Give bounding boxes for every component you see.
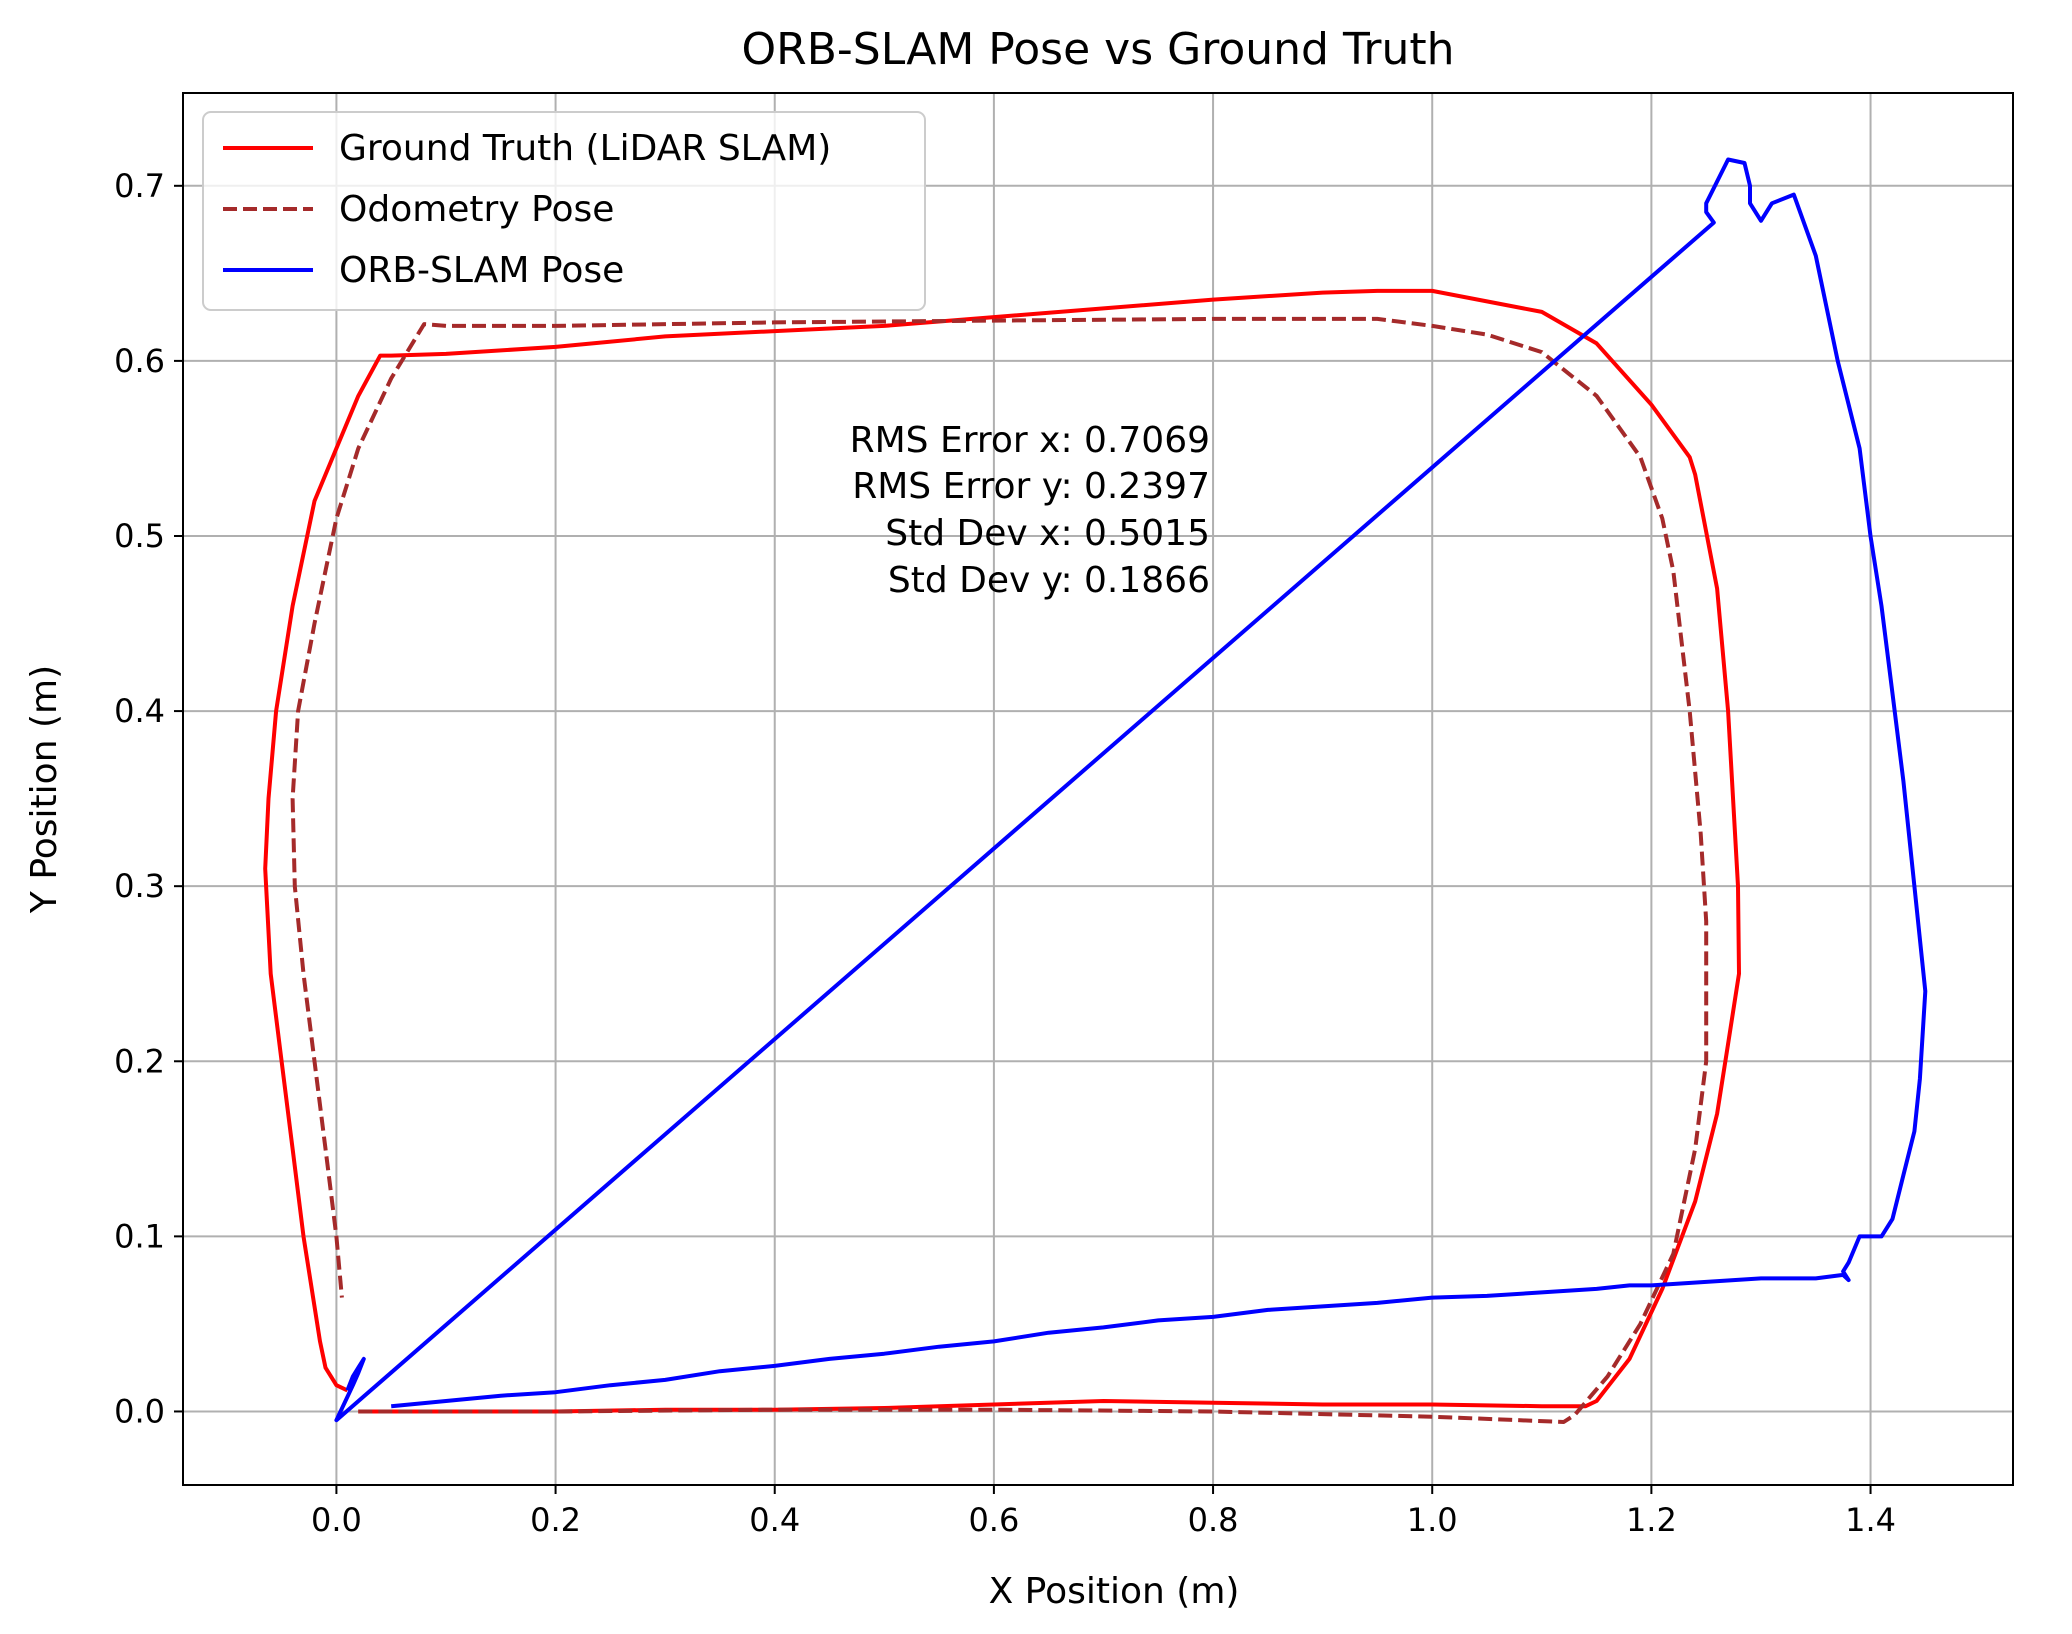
chart-title: ORB-SLAM Pose vs Ground Truth <box>742 24 1455 75</box>
x-tick-label: 1.4 <box>1845 1501 1896 1539</box>
annotation-std-y: Std Dev y: 0.1866 <box>888 560 1210 601</box>
stats-annotation: RMS Error x: 0.7069 RMS Error y: 0.2397 … <box>850 420 1210 601</box>
x-tick-label: 0.8 <box>1188 1501 1239 1539</box>
x-tick-label: 1.2 <box>1626 1501 1677 1539</box>
axes-frame <box>182 92 2014 1486</box>
y-tick-label: 0.7 <box>114 167 165 205</box>
y-tick-label: 0.1 <box>114 1217 165 1255</box>
y-tick-label: 0.0 <box>114 1392 165 1430</box>
ticks: 0.0 0.2 0.4 0.6 0.8 1.0 1.2 1.4 0.0 0.1 0.2 0.3 0.4 0… <box>114 167 1896 1539</box>
y-tick-label: 0.6 <box>114 342 165 380</box>
legend-label-orb-slam: ORB-SLAM Pose <box>339 250 624 291</box>
y-tick-label: 0.2 <box>114 1042 165 1080</box>
plot-area <box>263 157 1928 1424</box>
y-tick-label: 0.3 <box>114 867 165 905</box>
x-axis-label: X Position (m) <box>989 1571 1240 1612</box>
annotation-std-x: Std Dev x: 0.5015 <box>885 513 1210 554</box>
legend-label-ground-truth: Ground Truth (LiDAR SLAM) <box>339 128 831 169</box>
legend-box <box>202 111 926 311</box>
y-axis-label: Y Position (m) <box>24 665 65 914</box>
annotation-rms-y: RMS Error y: 0.2397 <box>852 466 1210 507</box>
y-tick-label: 0.5 <box>114 517 165 555</box>
y-tick-label: 0.4 <box>114 692 165 730</box>
orb-slam-line <box>334 157 1928 1423</box>
annotation-rms-x: RMS Error x: 0.7069 <box>850 420 1210 461</box>
x-tick-label: 0.6 <box>968 1501 1019 1539</box>
x-tick-label: 0.4 <box>749 1501 800 1539</box>
odometry-line <box>290 316 1709 1424</box>
legend-label-odometry: Odometry Pose <box>339 189 614 230</box>
x-tick-label: 0.0 <box>311 1501 362 1539</box>
x-tick-label: 1.0 <box>1407 1501 1458 1539</box>
legend: Ground Truth (LiDAR SLAM) Odometry Pose … <box>202 111 926 311</box>
ground-truth-line <box>263 288 1741 1414</box>
x-tick-label: 0.2 <box>530 1501 581 1539</box>
